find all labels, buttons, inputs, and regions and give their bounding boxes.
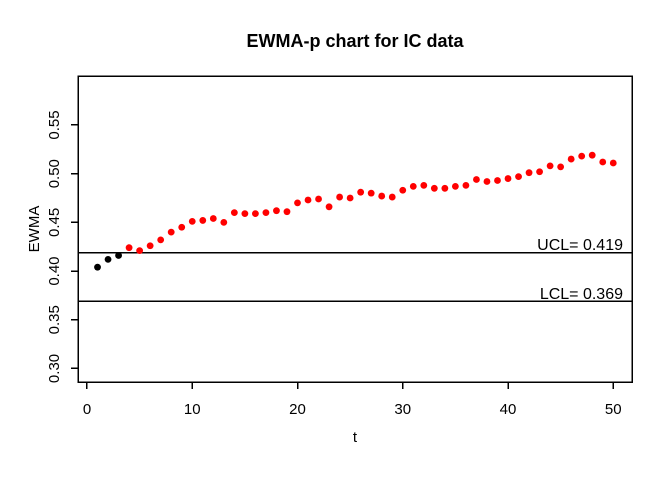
data-point (146, 242, 154, 250)
data-point (409, 182, 417, 190)
plot-frame (77, 75, 633, 383)
data-point (94, 263, 101, 271)
y-axis-tick-label: 0.35 (46, 305, 63, 334)
ucl-label: UCL= 0.419 (537, 237, 623, 254)
data-point (430, 184, 438, 192)
data-point (441, 184, 449, 192)
data-point (241, 210, 249, 218)
y-axis-tick-label: 0.55 (46, 110, 63, 139)
y-axis-tick-label: 0.45 (46, 208, 63, 237)
data-point (567, 155, 575, 163)
data-point (230, 209, 238, 217)
x-axis-tick-label: 50 (605, 401, 622, 418)
data-point (483, 178, 491, 185)
x-axis-tick-label: 0 (83, 401, 91, 418)
data-point (157, 236, 165, 244)
data-point (294, 199, 301, 207)
data-point (451, 182, 459, 190)
x-axis-title: t (353, 429, 358, 446)
y-axis-title: EWMA (26, 206, 43, 253)
data-point (557, 163, 565, 171)
data-point (136, 247, 144, 255)
data-point (515, 173, 522, 181)
data-point (220, 218, 228, 226)
data-point (494, 177, 501, 184)
data-point (473, 176, 480, 183)
data-point (336, 193, 344, 201)
data-point (252, 210, 259, 218)
data-point (588, 151, 596, 159)
data-point (346, 194, 354, 202)
data-point (315, 195, 322, 203)
data-point (283, 208, 291, 216)
data-point (304, 196, 312, 204)
data-point (578, 152, 586, 160)
lcl-label: LCL= 0.369 (540, 286, 623, 303)
data-point (399, 186, 407, 194)
data-point (262, 209, 270, 217)
data-point (599, 158, 607, 166)
data-point (367, 189, 375, 197)
data-point (378, 192, 386, 200)
x-axis-tick-label: 40 (500, 401, 517, 418)
data-point (357, 188, 365, 196)
y-axis-tick-label: 0.30 (46, 354, 63, 383)
data-point (273, 207, 280, 215)
x-axis-tick-label: 10 (184, 401, 201, 418)
data-point (462, 181, 470, 189)
data-point (125, 244, 133, 252)
data-point (388, 193, 396, 201)
data-point (167, 228, 175, 236)
data-point (209, 215, 217, 222)
data-point (115, 252, 122, 259)
data-point (104, 255, 112, 263)
data-point (546, 162, 554, 170)
x-axis-tick-label: 30 (394, 401, 411, 418)
data-point (609, 159, 617, 167)
data-point (199, 217, 207, 224)
chart-title: EWMA-p chart for IC data (246, 31, 464, 51)
data-point (536, 168, 543, 176)
data-point (504, 175, 512, 182)
data-point (188, 218, 196, 225)
plot-generated-layer: 0 10 20 30 40 50 0.30 0.35 0.40 0.45 0.50 0.55 (46, 75, 633, 418)
y-axis-tick-label: 0.50 (46, 159, 63, 188)
y-axis-tick-label: 0.40 (46, 256, 63, 285)
data-point (178, 223, 186, 231)
x-axis-tick-label: 20 (289, 401, 306, 418)
data-point (325, 203, 333, 211)
data-point (525, 169, 533, 177)
data-point (420, 181, 428, 189)
